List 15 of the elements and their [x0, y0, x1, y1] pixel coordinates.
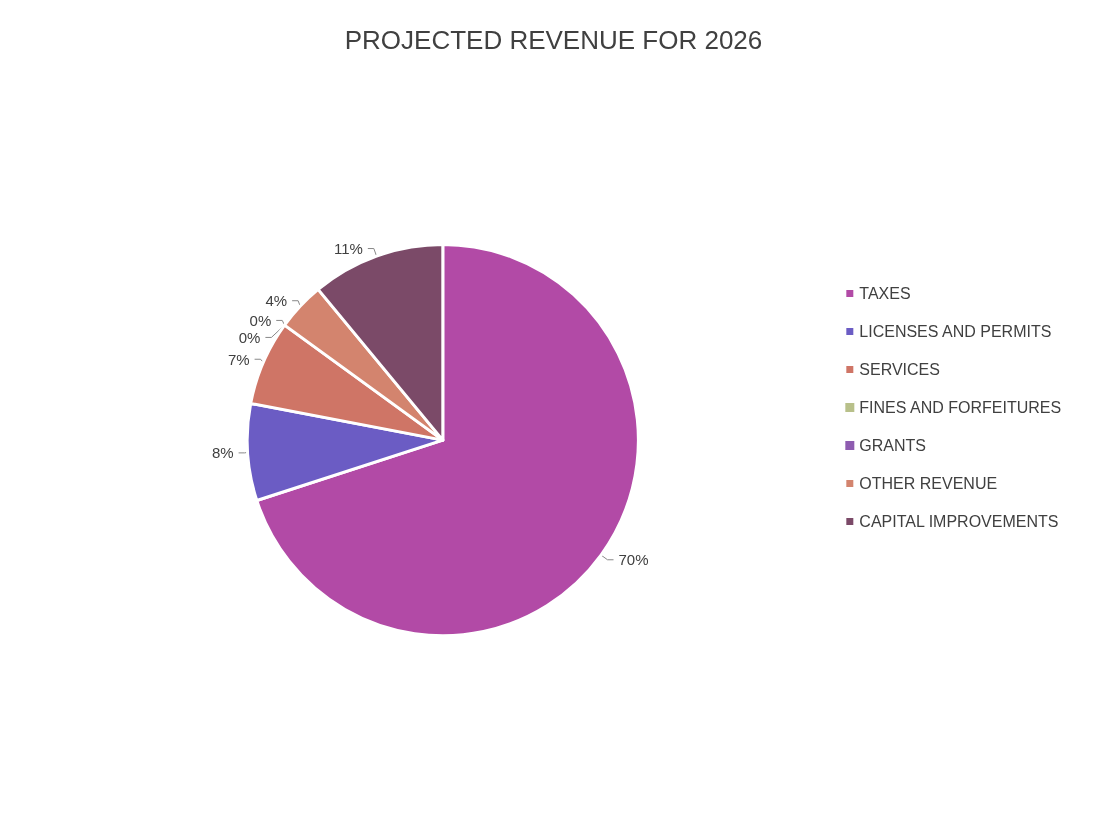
data-label: 70% — [618, 551, 649, 569]
text: 0% — [249, 311, 272, 329]
data-label: 11% — [333, 240, 363, 258]
legend-label: CAPITAL IMPROVEMENTS — [859, 513, 1059, 530]
legend-label: LICENSES AND PERMITS — [859, 323, 1052, 340]
legend-label: TAXES — [859, 285, 911, 302]
data-label: 8% — [211, 444, 234, 462]
data-label: 4% — [265, 292, 288, 310]
legend-label: SERVICES — [859, 361, 940, 378]
legend-label: OTHER REVENUE — [859, 475, 998, 492]
chart-title: PROJECTED REVENUE FOR 2026 — [344, 25, 763, 55]
legend-label: FINES AND FORFEITURES — [859, 399, 1062, 416]
legend-label: GRANTS — [859, 437, 926, 454]
text: 0% — [238, 328, 261, 346]
data-label: 7% — [227, 350, 250, 368]
